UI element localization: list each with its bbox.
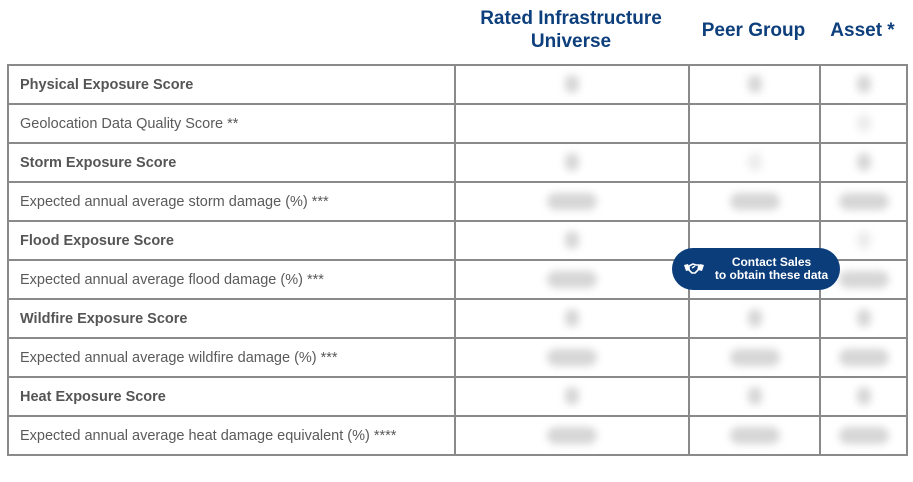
contact-sales-button[interactable]: Contact Sales to obtain these data (672, 248, 840, 290)
universe-value-hidden (454, 220, 690, 261)
peer-value-hidden (688, 298, 821, 339)
asset-value-hidden (819, 103, 908, 144)
peer-value-hidden (688, 376, 821, 417)
table-row: Expected annual average heat damage equi… (7, 415, 908, 456)
row-label: Expected annual average heat damage equi… (7, 415, 456, 456)
peer-value-hidden (688, 142, 821, 183)
table-row: Heat Exposure Score (7, 376, 908, 417)
table-row: Geolocation Data Quality Score ** (7, 103, 908, 144)
row-label: Expected annual average storm damage (%)… (7, 181, 456, 222)
asset-value-hidden (819, 220, 908, 261)
row-label: Geolocation Data Quality Score ** (7, 103, 456, 144)
asset-value-hidden (819, 142, 908, 183)
asset-value-hidden (819, 181, 908, 222)
row-label: Storm Exposure Score (7, 142, 456, 183)
row-label: Flood Exposure Score (7, 220, 456, 261)
table-row: Physical Exposure Score (7, 64, 908, 105)
table-row: Expected annual average flood damage (%)… (7, 259, 908, 300)
universe-value-hidden (454, 298, 690, 339)
row-label: Physical Exposure Score (7, 64, 456, 105)
asset-value-hidden (819, 298, 908, 339)
table-row: Flood Exposure Score (7, 220, 908, 261)
universe-value-hidden (454, 376, 690, 417)
asset-value-hidden (819, 415, 908, 456)
contact-sales-line2: to obtain these data (714, 268, 829, 282)
asset-value-hidden (819, 376, 908, 417)
peer-value-hidden (688, 181, 821, 222)
table-row: Wildfire Exposure Score (7, 298, 908, 339)
peer-value-hidden (688, 337, 821, 378)
universe-value-hidden (454, 415, 690, 456)
table-row: Expected annual average wildfire damage … (7, 337, 908, 378)
contact-sales-label: Contact Sales to obtain these data (711, 256, 840, 282)
column-header-peer-group: Peer Group (701, 19, 806, 41)
peer-value-hidden (688, 415, 821, 456)
asset-value-hidden (819, 337, 908, 378)
column-header-universe: Rated Infrastructure Universe (480, 8, 662, 52)
universe-value-hidden (454, 142, 690, 183)
handshake-icon (683, 261, 705, 277)
contact-sales-line1: Contact Sales (731, 255, 812, 269)
table-row: Expected annual average storm damage (%)… (7, 181, 908, 222)
peer-value-hidden (688, 64, 821, 105)
peer-value-empty (688, 103, 821, 144)
universe-value-hidden (454, 64, 690, 105)
row-label: Wildfire Exposure Score (7, 298, 456, 339)
table-row: Storm Exposure Score (7, 142, 908, 183)
column-header-asset: Asset * (830, 19, 895, 41)
universe-value-hidden (454, 259, 690, 300)
universe-value-hidden (454, 337, 690, 378)
universe-value-empty (454, 103, 690, 144)
row-label: Expected annual average wildfire damage … (7, 337, 456, 378)
table-header: Rated Infrastructure Universe Peer Group… (0, 0, 913, 62)
row-label: Heat Exposure Score (7, 376, 456, 417)
universe-value-hidden (454, 181, 690, 222)
row-label: Expected annual average flood damage (%)… (7, 259, 456, 300)
asset-value-hidden (819, 64, 908, 105)
exposure-table: Physical Exposure Score Geolocation Data… (7, 64, 908, 456)
